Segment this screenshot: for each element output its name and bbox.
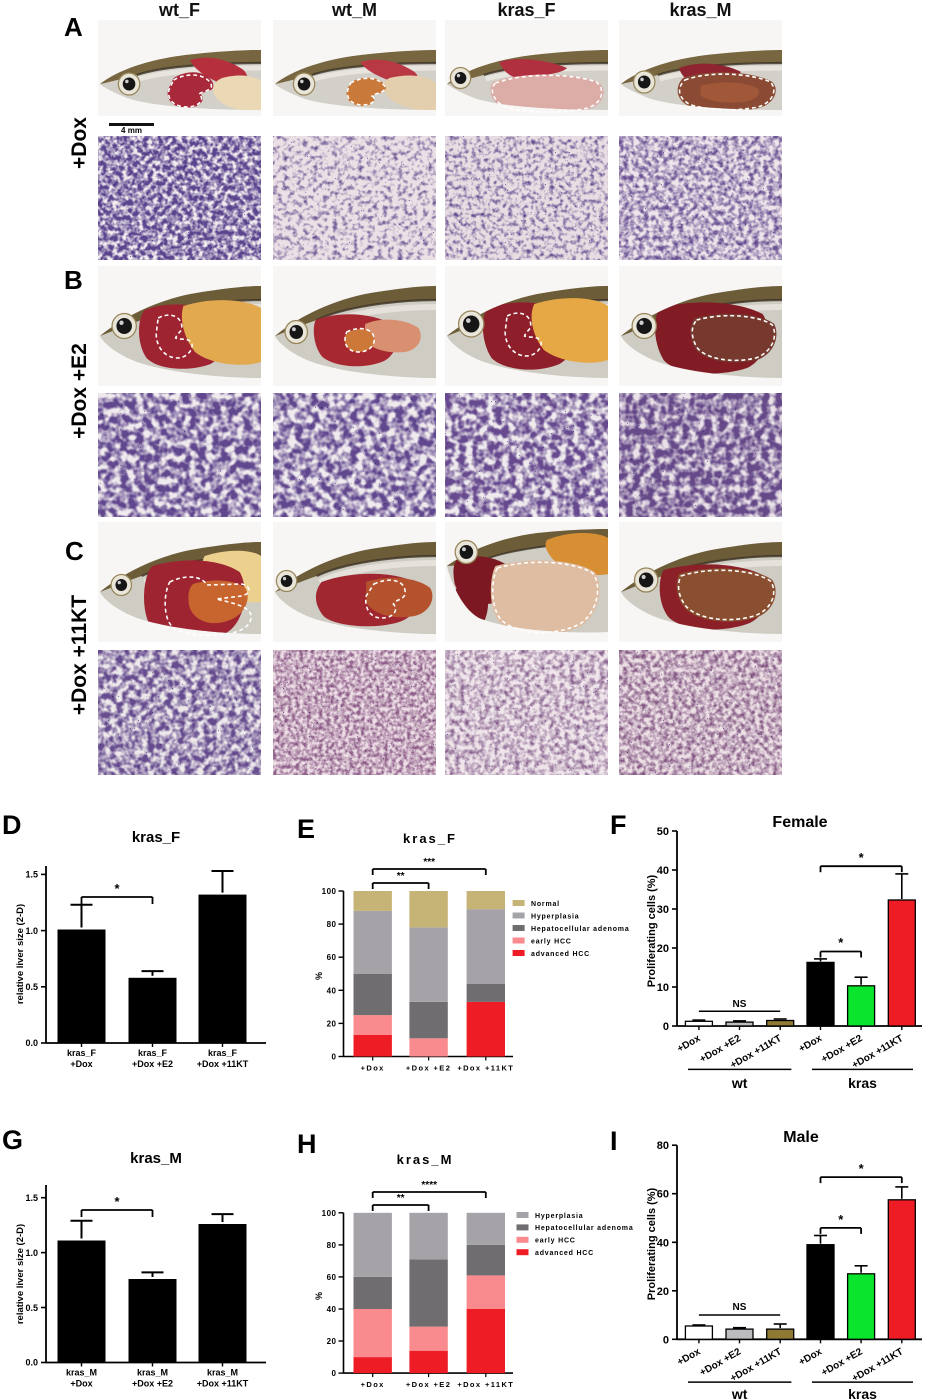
svg-text:Male: Male (783, 1129, 819, 1146)
svg-text:20: 20 (327, 1019, 337, 1028)
svg-text:G: G (2, 1125, 23, 1155)
svg-text:kras_F: kras_F (208, 1048, 238, 1058)
svg-text:+Dox +11KT: +Dox +11KT (457, 1064, 514, 1073)
svg-text:****: **** (421, 1180, 437, 1191)
svg-text:kras_F: kras_F (403, 831, 457, 846)
svg-text:Proliferating cells (%): Proliferating cells (%) (646, 874, 658, 987)
svg-text:kras_M: kras_M (66, 1368, 97, 1378)
svg-text:0.0: 0.0 (25, 1038, 38, 1048)
svg-text:Female: Female (772, 814, 827, 831)
svg-text:%: % (314, 1292, 324, 1300)
svg-text:E: E (297, 814, 315, 844)
svg-text:Hepatocellular adenoma: Hepatocellular adenoma (531, 926, 630, 933)
svg-text:1.5: 1.5 (25, 1193, 38, 1203)
svg-text:Hepatocellular adenoma: Hepatocellular adenoma (535, 1225, 634, 1232)
svg-text:+Dox: +Dox (797, 1346, 824, 1368)
svg-text:+Dox: +Dox (797, 1033, 824, 1055)
svg-text:+Dox: +Dox (361, 1064, 385, 1073)
svg-text:+Dox +E2: +Dox +E2 (406, 1380, 451, 1389)
svg-text:60: 60 (327, 953, 337, 962)
svg-text:*: * (859, 850, 865, 865)
svg-text:I: I (610, 1126, 618, 1156)
svg-text:kras: kras (848, 1075, 877, 1091)
svg-text:NS: NS (733, 999, 747, 1010)
svg-text:0: 0 (663, 1021, 669, 1033)
svg-text:wt: wt (731, 1386, 748, 1400)
svg-text:40: 40 (327, 1305, 337, 1314)
svg-text:60: 60 (327, 1273, 337, 1282)
svg-text:+Dox: +Dox (70, 1059, 92, 1069)
svg-text:%: % (314, 972, 324, 980)
svg-text:40: 40 (657, 1237, 669, 1249)
svg-text:relative liver size (2-D): relative liver size (2-D) (15, 1224, 26, 1324)
svg-text:Normal: Normal (531, 901, 560, 908)
svg-text:1.0: 1.0 (25, 1248, 38, 1258)
svg-text:kras: kras (848, 1386, 877, 1400)
svg-text:+Dox +11KT: +Dox +11KT (457, 1380, 514, 1389)
svg-text:wt: wt (731, 1075, 748, 1091)
svg-text:early HCC: early HCC (535, 1238, 576, 1245)
svg-text:relative liver size (2-D): relative liver size (2-D) (15, 904, 26, 1004)
svg-text:*: * (114, 881, 120, 896)
svg-text:kras_F: kras_F (132, 829, 180, 846)
svg-text:30: 30 (657, 904, 669, 916)
svg-text:D: D (2, 810, 22, 840)
svg-text:F: F (610, 810, 627, 840)
svg-text:kras_F: kras_F (138, 1048, 168, 1058)
svg-text:H: H (297, 1129, 317, 1159)
svg-text:20: 20 (657, 1286, 669, 1298)
svg-text:20: 20 (327, 1337, 337, 1346)
svg-text:0: 0 (332, 1053, 337, 1062)
svg-text:Proliferating cells (%): Proliferating cells (%) (646, 1187, 658, 1300)
svg-text:+Dox +E2: +Dox +E2 (132, 1379, 173, 1389)
svg-text:**: ** (397, 1193, 405, 1204)
svg-text:+Dox: +Dox (361, 1380, 385, 1389)
svg-text:**: ** (397, 871, 405, 882)
svg-text:0.0: 0.0 (25, 1358, 38, 1368)
svg-text:Hyperplasia: Hyperplasia (531, 913, 580, 920)
svg-text:*: * (838, 1212, 844, 1227)
svg-text:0: 0 (332, 1369, 337, 1378)
svg-text:1.0: 1.0 (25, 926, 38, 936)
svg-text:80: 80 (657, 1140, 669, 1152)
svg-text:0: 0 (663, 1334, 669, 1346)
svg-text:early HCC: early HCC (531, 938, 572, 945)
svg-text:+Dox +11KT: +Dox +11KT (197, 1059, 249, 1069)
svg-text:*: * (838, 935, 844, 950)
svg-text:10: 10 (657, 982, 669, 994)
svg-text:Hyperplasia: Hyperplasia (535, 1213, 584, 1220)
svg-text:1.5: 1.5 (25, 870, 38, 880)
svg-text:0.5: 0.5 (25, 1303, 38, 1313)
svg-text:kras_M: kras_M (137, 1368, 168, 1378)
svg-text:+Dox: +Dox (70, 1379, 92, 1389)
svg-text:100: 100 (322, 1209, 337, 1218)
svg-text:+Dox +E2: +Dox +E2 (406, 1064, 451, 1073)
svg-text:+Dox: +Dox (675, 1346, 702, 1368)
svg-text:20: 20 (657, 943, 669, 955)
svg-text:***: *** (423, 857, 435, 868)
svg-text:advanced HCC: advanced HCC (531, 951, 590, 958)
svg-text:100: 100 (322, 887, 337, 896)
svg-text:advanced HCC: advanced HCC (535, 1250, 594, 1257)
svg-text:80: 80 (327, 1241, 337, 1250)
svg-text:50: 50 (657, 826, 669, 838)
svg-text:kras_M: kras_M (130, 1150, 182, 1167)
svg-text:kras_M: kras_M (397, 1152, 454, 1167)
svg-text:60: 60 (657, 1189, 669, 1201)
svg-text:+Dox +E2: +Dox +E2 (132, 1059, 173, 1069)
svg-text:80: 80 (327, 920, 337, 929)
svg-text:40: 40 (327, 986, 337, 995)
svg-text:kras_M: kras_M (207, 1368, 238, 1378)
svg-text:*: * (859, 1161, 865, 1176)
svg-text:*: * (114, 1194, 120, 1209)
svg-text:40: 40 (657, 865, 669, 877)
svg-text:+Dox: +Dox (675, 1033, 702, 1055)
svg-text:0.5: 0.5 (25, 982, 38, 992)
svg-text:NS: NS (733, 1302, 747, 1313)
svg-text:+Dox +11KT: +Dox +11KT (197, 1379, 249, 1389)
svg-text:kras_F: kras_F (67, 1048, 97, 1058)
